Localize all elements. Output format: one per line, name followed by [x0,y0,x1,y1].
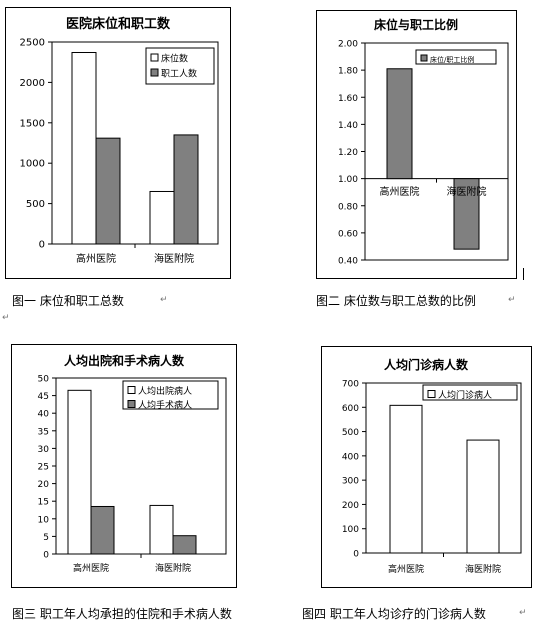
category-label: 高州医院 [76,252,116,265]
legend-box [422,384,518,401]
legend-swatch [150,53,159,62]
y-tick-label: 0 [39,240,45,251]
y-tick-label: 10 [38,515,50,525]
bar [386,68,413,180]
text-cursor [523,268,524,280]
y-tick-label: 35 [38,427,49,437]
y-tick-label: 1.00 [338,175,358,185]
figure-caption-3: 图三 职工年人均承担的住院和手术病人数 [12,607,232,621]
bar [71,52,97,245]
chart-title: 医院床位和职工数 [66,16,171,32]
figure-caption-4: 图四 职工年人均诊疗的门诊病人数 [302,607,486,621]
legend-swatch [150,68,159,77]
chart-title: 人均门诊病人数 [384,357,469,372]
category-label: 高州医院 [380,185,420,198]
bar [149,504,174,555]
y-tick-label: 0 [43,551,49,561]
paragraph-mark: ↵ [519,608,527,618]
y-tick-label: 2.00 [338,40,358,50]
legend-label: 人均门诊病人 [438,389,492,401]
legend-swatch [427,390,436,398]
y-tick-label: 20 [38,480,50,490]
chart-svg-outpatients: 人均门诊病人数 0 100 200 300 400 500 600 700 高州医院 海医附院 人均门… [342,357,522,575]
legend-label: 职工人数 [161,68,197,80]
y-tick-label: 1.80 [338,67,358,77]
legend-label: 床位/职工比例 [430,55,474,64]
y-tick-label: 0.40 [338,257,358,267]
y-tick-label: 50 [38,375,50,385]
paragraph-mark: ↵ [2,313,10,323]
y-tick-label: 1.40 [338,121,358,131]
y-tick-label: 15 [38,498,49,508]
y-tick-label: 300 [342,477,359,487]
y-tick-label: 700 [342,380,359,390]
y-tick-label: 1.20 [338,148,358,158]
y-tick-label: 1500 [20,118,45,129]
bar [172,535,197,555]
legend-swatch [127,400,136,408]
category-label: 高州医院 [73,562,109,574]
y-tick-label: 400 [342,452,359,462]
figure-caption-2: 图二 床位数与职工总数的比例 [316,294,476,308]
y-tick-label: 1000 [20,159,45,170]
bar [173,134,199,245]
y-tick-label: 500 [342,428,359,438]
y-tick-label: 5 [43,533,49,543]
bar [149,190,175,245]
y-tick-label: 500 [26,199,45,210]
plot-area [364,42,509,261]
category-label: 海医附院 [155,562,191,574]
category-label: 海医附院 [154,252,194,265]
legend-swatch [420,54,428,62]
y-tick-label: 600 [342,404,359,414]
y-tick-label: 0.60 [338,229,358,239]
legend-label: 床位数 [161,53,188,65]
figure-caption-1: 图一 床位和职工总数 [12,294,124,308]
y-tick-label: 25 [38,463,49,473]
bar [95,137,121,245]
y-tick-label: 40 [38,410,50,420]
chart-frame-beds-staff: 医院床位和职工数 0 500 1000 1500 2000 2500 高州医院 海医附院 床位数职… [5,7,231,279]
legend-label: 人均手术病人 [138,399,192,411]
legend-label: 人均出院病人 [138,385,192,397]
bar [453,178,480,250]
paragraph-mark: ↵ [160,295,168,305]
paragraph-mark: ↵ [508,295,516,305]
chart-frame-ratio: 床位与职工比例 0.40 0.60 0.80 1.00 1.20 1.40 1.60 1.80 2… [316,10,517,279]
y-tick-label: 2500 [20,38,45,49]
y-tick-label: 0 [353,550,359,560]
chart-svg-ratio: 床位与职工比例 0.40 0.60 0.80 1.00 1.20 1.40 1.60 1.80 2… [338,17,509,267]
y-tick-label: 45 [38,392,49,402]
bar [90,505,115,555]
y-tick-label: 30 [38,445,50,455]
y-tick-label: 200 [342,501,359,511]
chart-frame-discharge-surgery: 人均出院和手术病人数 0 5 10 15 20 25 30 35 40 45 50 高州医院 海医附院 人均… [11,344,237,588]
chart-title: 人均出院和手术病人数 [64,353,185,368]
legend-box [415,49,497,65]
bar [466,439,500,554]
y-tick-label: 0.80 [338,202,358,212]
legend-box [122,380,219,410]
y-tick-label: 2000 [20,78,45,89]
category-label: 海医附院 [447,185,487,198]
bar [389,404,423,554]
y-tick-label: 1.60 [338,94,358,104]
category-label: 海医附院 [465,563,501,575]
category-label: 高州医院 [388,563,424,575]
chart-frame-outpatients: 人均门诊病人数 0 100 200 300 400 500 600 700 高州医院 海医附院 人均门… [321,346,532,588]
bar [67,389,92,555]
legend-swatch [127,386,136,394]
chart-title: 床位与职工比例 [374,17,458,32]
chart-svg-discharge-surgery: 人均出院和手术病人数 0 5 10 15 20 25 30 35 40 45 50 高州医院 海医附院 人均… [38,353,227,574]
y-tick-label: 100 [342,525,359,535]
chart-svg-beds-staff: 医院床位和职工数 0 500 1000 1500 2000 2500 高州医院 海医附院 床位数职… [20,16,219,265]
